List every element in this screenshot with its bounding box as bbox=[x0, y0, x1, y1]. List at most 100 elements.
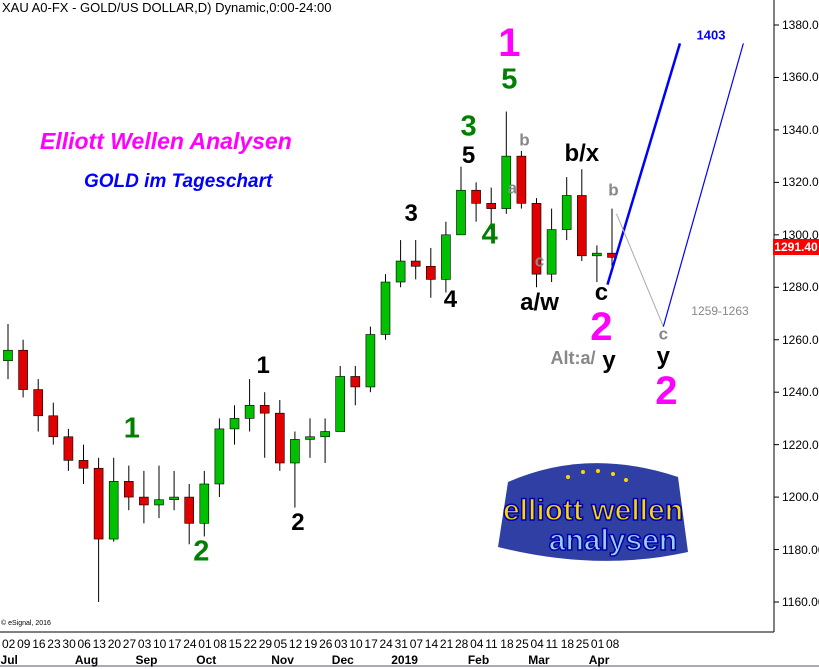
candle-body bbox=[531, 203, 542, 275]
x-day-label: 27 bbox=[122, 637, 137, 651]
wave-label: 2 bbox=[590, 304, 613, 349]
x-month-label: Oct bbox=[196, 653, 217, 667]
y-tick-label: 1360.00 bbox=[782, 70, 819, 85]
y-tick-label: 1180.00 bbox=[782, 542, 819, 557]
candle-body bbox=[48, 415, 59, 438]
x-day-label: 10 bbox=[153, 637, 167, 651]
projection-line bbox=[616, 213, 664, 327]
x-day-label: 03 bbox=[334, 637, 348, 651]
x-month-label: Jul bbox=[0, 653, 18, 667]
wave-label: 2 bbox=[193, 535, 210, 568]
candle-body bbox=[199, 483, 210, 524]
candle-body bbox=[592, 252, 602, 257]
candle-body bbox=[154, 499, 164, 506]
wave-label: c bbox=[594, 278, 609, 306]
last-price-tag: 1291.40 bbox=[773, 239, 819, 255]
x-day-label: 24 bbox=[379, 637, 393, 651]
wave-label: a/w bbox=[520, 289, 559, 316]
candle-body bbox=[3, 349, 13, 362]
logo: elliott wellen analysen bbox=[498, 463, 688, 561]
candle-body bbox=[546, 229, 557, 275]
x-day-label: 23 bbox=[47, 637, 61, 651]
x-day-label: 25 bbox=[575, 637, 590, 651]
x-day-label: 10 bbox=[349, 637, 363, 651]
projection-line bbox=[606, 42, 682, 286]
candle-body bbox=[214, 428, 225, 485]
candle-body bbox=[184, 496, 194, 524]
candle-body bbox=[229, 418, 240, 430]
x-day-label: 30 bbox=[62, 637, 76, 651]
x-day-label: 15 bbox=[228, 637, 242, 651]
candle-body bbox=[561, 195, 572, 230]
candle-body bbox=[456, 189, 466, 236]
y-tick-label: 1280.00 bbox=[782, 280, 819, 295]
candle-body bbox=[441, 234, 451, 280]
x-day-label: 24 bbox=[183, 637, 197, 651]
wave-label: a bbox=[507, 178, 518, 198]
wave-label: 5 bbox=[501, 63, 518, 96]
candle-body bbox=[259, 404, 270, 414]
x-day-label: 19 bbox=[304, 637, 318, 651]
x-day-label: 11 bbox=[485, 637, 498, 651]
wave-label: 1 bbox=[123, 412, 140, 445]
wave-label: 1 bbox=[498, 21, 521, 66]
x-day-label: 25 bbox=[515, 637, 529, 651]
svg-text:elliott wellen: elliott wellen bbox=[503, 494, 683, 527]
subheadline: GOLD im Tageschart bbox=[84, 171, 273, 192]
x-day-label: 12 bbox=[288, 637, 303, 651]
candle-body bbox=[124, 481, 134, 498]
x-day-label: 04 bbox=[530, 637, 544, 651]
candle-body bbox=[380, 281, 391, 335]
candle-body bbox=[305, 436, 315, 440]
x-day-label: 28 bbox=[455, 637, 469, 651]
y-tick-label: 1300.00 bbox=[782, 227, 819, 242]
candle-body bbox=[78, 460, 89, 469]
candle-body bbox=[169, 496, 179, 501]
x-month-label: Sep bbox=[135, 653, 158, 667]
wave-label: 4 bbox=[443, 286, 458, 314]
x-day-label: 03 bbox=[137, 637, 152, 651]
x-day-label: 29 bbox=[258, 637, 273, 651]
y-tick-label: 1200.00 bbox=[782, 490, 819, 505]
x-day-label: 01 bbox=[198, 637, 212, 651]
candle-body bbox=[410, 260, 421, 267]
candle-body bbox=[350, 376, 361, 388]
candle-body bbox=[320, 431, 330, 438]
candle-body bbox=[395, 260, 406, 283]
y-tick-label: 1260.00 bbox=[782, 332, 819, 347]
chart-title: XAU A0-FX - GOLD/US DOLLAR,D) Dynamic,0:… bbox=[2, 0, 332, 15]
x-day-label: 14 bbox=[424, 637, 439, 651]
wave-label: b bbox=[608, 180, 619, 200]
candle-body bbox=[93, 467, 104, 540]
x-day-label: 08 bbox=[606, 637, 620, 651]
x-day-label: 07 bbox=[409, 637, 424, 651]
x-day-label: 13 bbox=[92, 637, 106, 651]
x-day-label: 08 bbox=[213, 637, 227, 651]
x-month-label: 2019 bbox=[391, 653, 418, 667]
wave-label: c bbox=[658, 324, 669, 344]
alt-label-prefix: Alt:a/ bbox=[550, 347, 596, 368]
x-month-label: Nov bbox=[271, 653, 294, 667]
x-day-label: 04 bbox=[470, 637, 484, 651]
x-month-label: Aug bbox=[74, 653, 99, 667]
wave-label: c bbox=[534, 251, 545, 271]
x-day-label: 18 bbox=[560, 637, 575, 651]
candle-body bbox=[33, 389, 44, 417]
x-day-label: 20 bbox=[107, 637, 122, 651]
wave-label: 1 bbox=[256, 351, 270, 379]
y-tick-label: 1220.00 bbox=[782, 437, 819, 452]
wave-label: 3 bbox=[460, 110, 477, 143]
target-label: 1403 bbox=[696, 27, 726, 43]
target-range-label: 1259-1263 bbox=[691, 304, 749, 318]
x-day-label: 09 bbox=[17, 637, 31, 651]
candle-body bbox=[63, 436, 74, 461]
x-day-label: 17 bbox=[364, 637, 378, 651]
candle-body bbox=[576, 195, 587, 257]
y-tick-label: 1240.00 bbox=[782, 385, 819, 400]
x-month-label: Feb bbox=[467, 653, 490, 667]
y-tick-label: 1160.00 bbox=[782, 595, 819, 609]
x-day-label: 11 bbox=[545, 637, 559, 651]
wave-label: b bbox=[519, 130, 530, 150]
candle-body bbox=[108, 481, 119, 540]
